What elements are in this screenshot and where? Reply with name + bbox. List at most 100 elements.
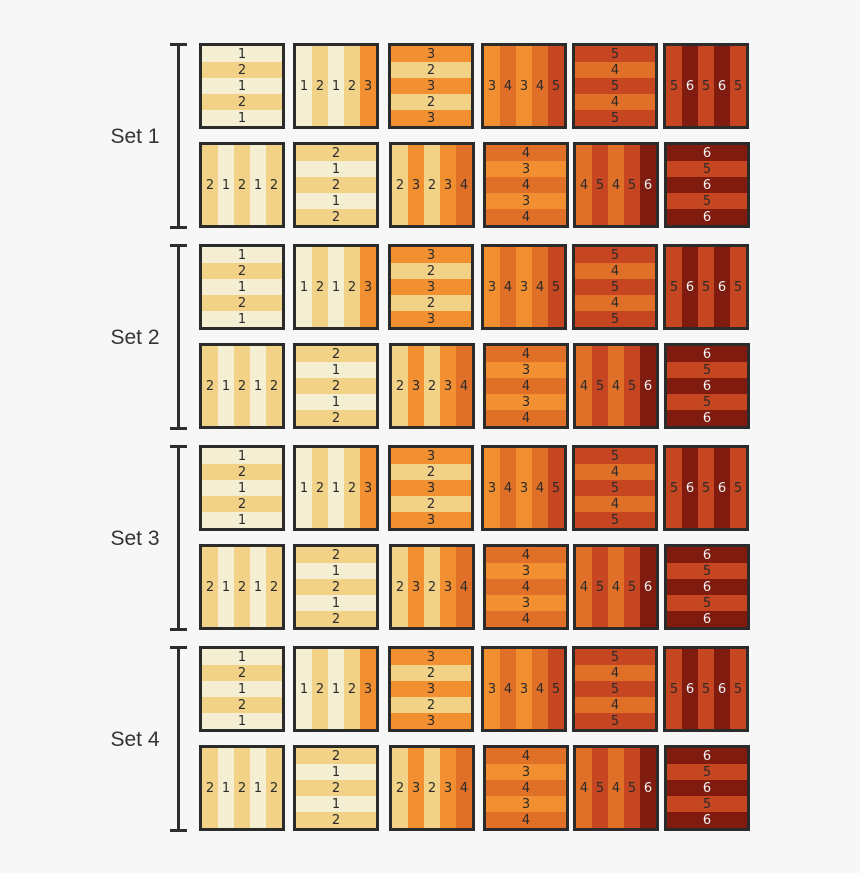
- stripe: 5: [698, 247, 714, 327]
- stripe: 2: [344, 649, 360, 729]
- stripe: 5: [592, 346, 608, 426]
- stripe: 3: [408, 346, 424, 426]
- stripe: 3: [440, 748, 456, 828]
- stripe: 2: [266, 547, 282, 627]
- stripe: 4: [532, 247, 548, 327]
- stripe: 2: [296, 346, 376, 362]
- stripe: 4: [575, 464, 655, 480]
- stripe: 5: [667, 193, 747, 209]
- stripe: 5: [548, 448, 564, 528]
- stripe: 5: [548, 649, 564, 729]
- stripe: 3: [486, 193, 566, 209]
- stripe: 5: [575, 681, 655, 697]
- stripe: 4: [486, 145, 566, 161]
- stripe: 5: [667, 394, 747, 410]
- stripe: 5: [730, 247, 746, 327]
- stripe: 2: [202, 697, 282, 713]
- stripe: 5: [548, 46, 564, 126]
- set-label: Set 2: [110, 326, 160, 349]
- stripe: 2: [202, 145, 218, 225]
- stripe: 6: [640, 547, 656, 627]
- stripe: 2: [296, 410, 376, 426]
- stripe: 2: [424, 145, 440, 225]
- stripe: 4: [576, 346, 592, 426]
- stripe: 4: [575, 496, 655, 512]
- stripe: 3: [360, 448, 376, 528]
- stripe: 2: [296, 812, 376, 828]
- stripe: 5: [592, 748, 608, 828]
- stripe: 1: [296, 161, 376, 177]
- stripe: 3: [484, 46, 500, 126]
- stripe: 3: [440, 547, 456, 627]
- stripe: 2: [234, 346, 250, 426]
- stripe: 1: [328, 247, 344, 327]
- stripe: 6: [667, 547, 747, 563]
- stripe: 1: [296, 193, 376, 209]
- stripe: 1: [328, 649, 344, 729]
- set-bracket: [170, 646, 187, 832]
- stripe: 3: [516, 46, 532, 126]
- stripe: 4: [532, 448, 548, 528]
- stripe: 5: [575, 512, 655, 528]
- stripe: 6: [640, 748, 656, 828]
- stripe: 3: [360, 46, 376, 126]
- stripe: 1: [202, 110, 282, 126]
- stripe: 4: [486, 410, 566, 426]
- stripe: 2: [391, 496, 471, 512]
- stripe: 2: [424, 547, 440, 627]
- stripe: 1: [202, 279, 282, 295]
- stripe: 2: [296, 209, 376, 225]
- stripe: 5: [666, 649, 682, 729]
- stripe: 3: [391, 480, 471, 496]
- stripe: 4: [486, 812, 566, 828]
- stripe: 1: [218, 346, 234, 426]
- stripe: 2: [312, 649, 328, 729]
- stripe: 1: [202, 311, 282, 327]
- stripe: 6: [667, 209, 747, 225]
- stripe: 3: [391, 46, 471, 62]
- stripe: 2: [202, 464, 282, 480]
- stripe: 3: [486, 362, 566, 378]
- set-bracket: [170, 445, 187, 631]
- stripe: 2: [266, 748, 282, 828]
- stripe: 5: [548, 247, 564, 327]
- stripe: 3: [391, 78, 471, 94]
- set-label: Set 3: [110, 527, 160, 550]
- stripe: 5: [667, 595, 747, 611]
- set-label: Set 1: [110, 125, 160, 148]
- stripe: 3: [486, 161, 566, 177]
- stripe: 3: [486, 394, 566, 410]
- stripe: 4: [608, 145, 624, 225]
- stripe: 5: [666, 46, 682, 126]
- stripe: 2: [296, 748, 376, 764]
- stripe: 2: [202, 94, 282, 110]
- stripe: 2: [391, 295, 471, 311]
- stripe: 3: [440, 346, 456, 426]
- stripe: 2: [296, 145, 376, 161]
- stripe: 1: [202, 480, 282, 496]
- stripe: 5: [575, 78, 655, 94]
- stripe: 2: [202, 295, 282, 311]
- stripe: 2: [391, 697, 471, 713]
- stripe: 6: [682, 247, 698, 327]
- stripe: 2: [202, 263, 282, 279]
- stripe: 5: [592, 547, 608, 627]
- set-bracket: [170, 43, 187, 229]
